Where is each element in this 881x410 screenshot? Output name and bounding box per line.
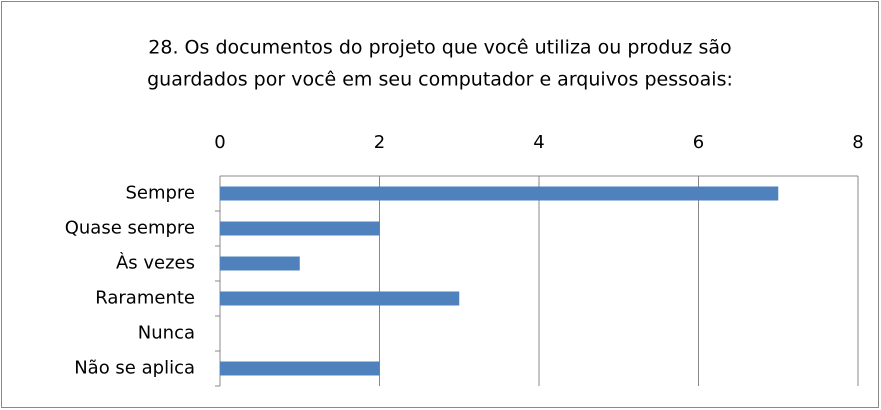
x-tick-label: 6: [693, 132, 704, 153]
y-tick-label: Não se aplica: [74, 358, 195, 379]
bar: [220, 361, 380, 376]
y-tick-label: Sempre: [125, 183, 195, 204]
bar: [220, 221, 380, 236]
chart-title: guardados por você em seu computador e a…: [147, 69, 733, 91]
y-tick-label: Nunca: [138, 323, 195, 344]
x-tick-label: 8: [852, 132, 863, 153]
y-tick-label: Quase sempre: [65, 218, 195, 239]
y-tick-label: Raramente: [95, 288, 195, 309]
y-tick-label: Às vezes: [116, 252, 195, 274]
x-tick-label: 0: [214, 132, 225, 153]
chart-title: 28. Os documentos do projeto que você ut…: [148, 37, 731, 59]
bar: [220, 291, 460, 306]
x-tick-label: 2: [374, 132, 385, 153]
bar: [220, 256, 300, 271]
x-tick-label: 4: [533, 132, 544, 153]
bar: [220, 186, 779, 201]
